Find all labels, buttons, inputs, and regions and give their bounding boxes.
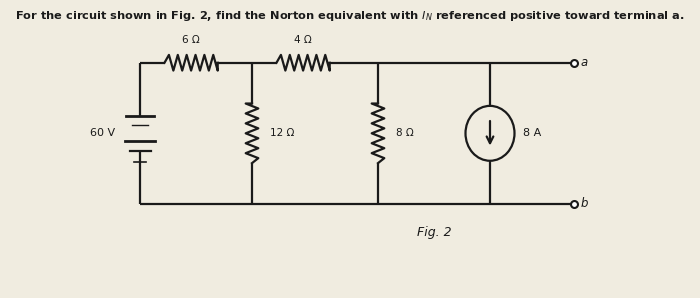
Text: 6 Ω: 6 Ω <box>182 35 200 46</box>
Text: 12 Ω: 12 Ω <box>270 128 294 138</box>
Text: 8 A: 8 A <box>523 128 541 138</box>
Text: a: a <box>581 56 588 69</box>
Text: 60 V: 60 V <box>90 128 116 138</box>
Text: b: b <box>581 197 589 210</box>
Text: 4 Ω: 4 Ω <box>294 35 312 46</box>
Text: 8 Ω: 8 Ω <box>395 128 413 138</box>
Text: For the circuit shown in Fig. 2, find the Norton equivalent with $I_N$ reference: For the circuit shown in Fig. 2, find th… <box>15 10 685 24</box>
Text: Fig. 2: Fig. 2 <box>416 226 452 239</box>
